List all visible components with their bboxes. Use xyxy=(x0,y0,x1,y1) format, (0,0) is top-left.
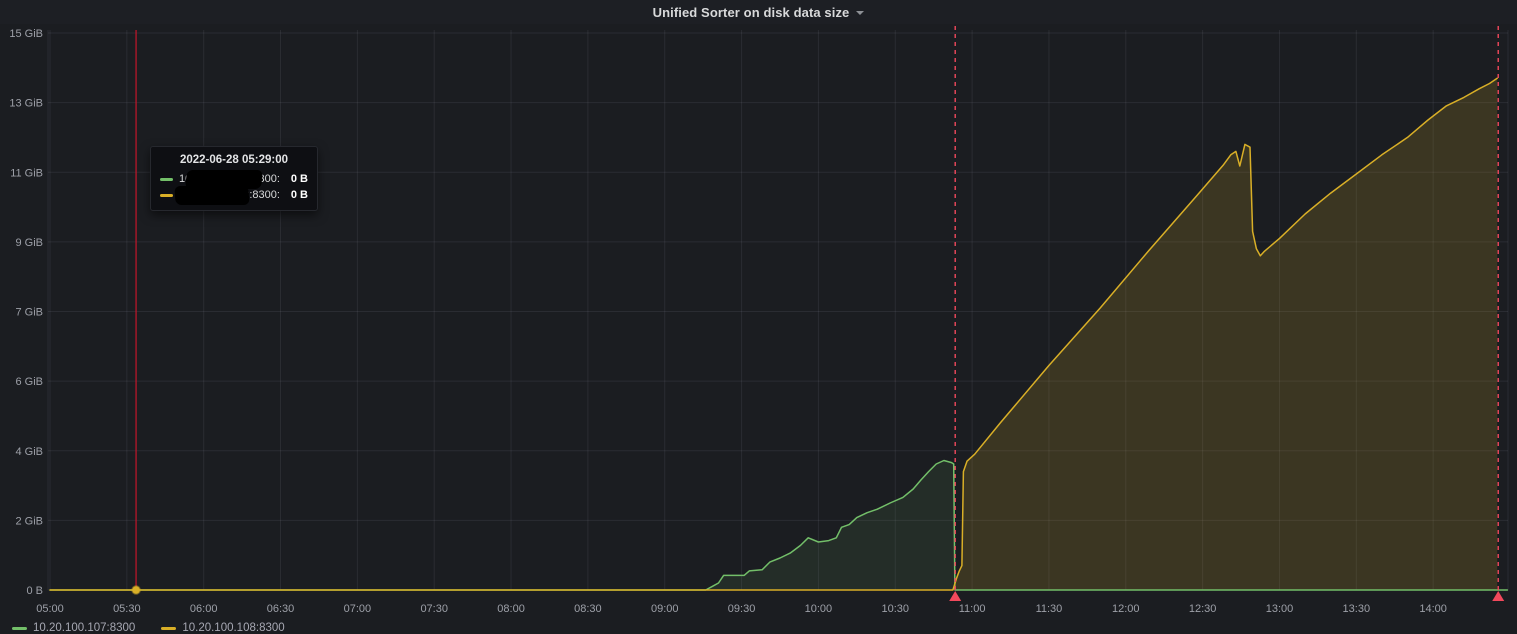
y-axis-tick-label: 7 GiB xyxy=(15,307,43,319)
x-axis-tick-label: 06:00 xyxy=(190,603,218,615)
x-axis-tick-label: 06:30 xyxy=(267,603,295,615)
x-axis-tick-label: 10:00 xyxy=(805,603,833,615)
tooltip-series-name: 10.20.100.108:8300: xyxy=(174,186,280,205)
tooltip-series-marker xyxy=(160,194,173,197)
tooltip-series-value: 0 B xyxy=(290,173,308,185)
legend: 10.20.100.107:8300 10.20.100.108:8300 xyxy=(12,622,285,634)
chevron-down-icon xyxy=(856,11,865,15)
legend-series-label[interactable]: 10.20.100.108:8300 xyxy=(182,622,285,634)
y-axis-tick-label: 4 GiB xyxy=(15,446,43,458)
tooltip-series-name: 10.20.100.107:8300: xyxy=(179,170,280,189)
legend-series-marker xyxy=(161,626,177,630)
y-axis-tick-label: 2 GiB xyxy=(15,515,43,527)
y-axis-tick-label: 15 GiB xyxy=(9,28,43,40)
panel-title[interactable]: Unified Sorter on disk data size xyxy=(652,4,850,20)
x-axis-tick-label: 12:30 xyxy=(1189,603,1217,615)
tooltip-row: 10.20.100.107:8300: 0 B xyxy=(160,170,308,189)
x-axis-tick-label: 09:30 xyxy=(728,603,756,615)
x-axis-tick-label: 07:30 xyxy=(420,603,448,615)
x-axis-tick-label: 10:30 xyxy=(881,603,909,615)
redaction-overlay xyxy=(174,186,250,205)
y-axis-tick-label: 6 GiB xyxy=(15,376,43,388)
series-line xyxy=(49,459,1509,591)
y-axis-tick-label: 11 GiB xyxy=(10,167,43,179)
x-axis-tick-label: 13:30 xyxy=(1343,603,1371,615)
legend-series-label[interactable]: 10.20.100.107:8300 xyxy=(33,622,136,634)
y-axis-tick-label: 0 B xyxy=(26,585,43,597)
legend-item[interactable]: 10.20.100.107:8300 xyxy=(12,622,135,634)
annotation-marker-icon[interactable] xyxy=(949,591,962,601)
series-area xyxy=(50,460,1508,590)
y-axis-tick-label: 13 GiB xyxy=(9,98,43,110)
x-axis-tick-label: 08:00 xyxy=(497,603,525,615)
x-axis-tick-label: 12:00 xyxy=(1112,603,1140,615)
chart-tooltip: 2022-06-28 05:29:00 10.20.100.107:8300: … xyxy=(150,146,318,211)
panel-header[interactable]: Unified Sorter on disk data size xyxy=(0,0,1517,24)
y-axis-tick-label: 9 GiB xyxy=(15,237,43,249)
x-axis-tick-label: 05:30 xyxy=(113,603,141,615)
x-axis-tick-label: 13:00 xyxy=(1266,603,1294,615)
x-axis-tick-label: 09:00 xyxy=(651,603,679,615)
x-axis-tick-label: 08:30 xyxy=(574,603,602,615)
series-area xyxy=(50,78,1498,591)
x-axis-tick-label: 11:30 xyxy=(1036,603,1063,615)
x-axis-tick-label: 07:00 xyxy=(344,603,372,615)
tooltip-timestamp: 2022-06-28 05:29:00 xyxy=(179,154,289,166)
x-axis-tick-label: 05:00 xyxy=(36,603,64,615)
tooltip-series-value: 0 B xyxy=(290,189,308,201)
x-axis-tick-label: 11:00 xyxy=(959,603,986,615)
hover-point xyxy=(131,585,141,595)
legend-series-marker xyxy=(12,626,27,630)
x-axis-tick-label: 14:00 xyxy=(1419,603,1447,615)
legend-item[interactable]: 10.20.100.108:8300 xyxy=(161,622,285,634)
tooltip-series-marker xyxy=(160,178,173,181)
annotation-marker-icon[interactable] xyxy=(1492,591,1505,601)
series-line xyxy=(49,77,1498,591)
tooltip-row: 10.20.100.108:8300: 0 B xyxy=(160,186,308,205)
